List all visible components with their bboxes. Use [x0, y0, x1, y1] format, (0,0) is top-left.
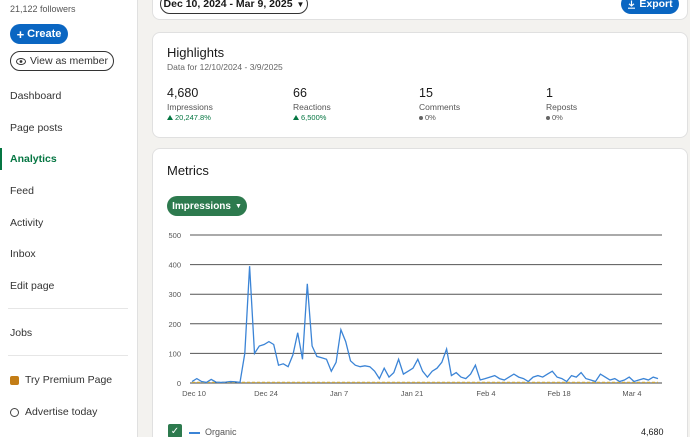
advertise-label: Advertise today	[25, 406, 98, 418]
organic-legend-total: 4,680	[641, 427, 664, 437]
metric-selector-dropdown[interactable]: Impressions ▼	[167, 196, 247, 216]
nav-dashboard[interactable]: Dashboard	[10, 90, 62, 102]
sidebar: 21,122 followers + Create View as member…	[0, 0, 138, 437]
metrics-title: Metrics	[167, 163, 209, 178]
sidebar-divider	[8, 355, 128, 356]
nav-page-posts[interactable]: Page posts	[10, 122, 63, 134]
eye-icon	[15, 57, 26, 65]
metric-selector-label: Impressions	[172, 200, 231, 212]
stat-label: Impressions	[167, 102, 213, 112]
stat-value: 66	[293, 86, 307, 100]
export-button[interactable]: Export	[621, 0, 679, 14]
caret-down-icon: ▼	[234, 202, 242, 210]
view-as-member-label: View as member	[29, 55, 108, 67]
organic-legend-label: Organic	[205, 427, 237, 437]
neutral-dot-icon	[419, 115, 423, 120]
premium-label: Try Premium Page	[25, 374, 113, 386]
stat-change: 0%	[419, 113, 460, 122]
stat-label: Comments	[419, 102, 461, 112]
stat-change: 0%	[546, 113, 577, 122]
stat-change: 20,247.8%	[167, 113, 213, 122]
nav-edit-page[interactable]: Edit page	[10, 280, 55, 292]
metrics-card: Metrics Impressions ▼	[152, 148, 688, 437]
sidebar-divider	[8, 308, 128, 309]
date-range-dropdown[interactable]: Dec 10, 2024 - Mar 9, 2025 ▼	[160, 0, 308, 14]
highlights-title: Highlights	[167, 45, 225, 60]
stat-change: 6,500%	[293, 113, 331, 122]
nav-inbox[interactable]: Inbox	[10, 248, 36, 260]
caret-down-icon: ▼	[296, 0, 305, 9]
stat-reposts: 1 Reposts 0%	[546, 86, 577, 122]
nav-jobs[interactable]: Jobs	[10, 327, 33, 339]
date-range-label: Dec 10, 2024 - Mar 9, 2025	[163, 0, 293, 10]
stat-label: Reposts	[546, 102, 578, 112]
highlights-subtitle: Data for 12/10/2024 - 3/9/2025	[167, 62, 283, 72]
neutral-dot-icon	[546, 115, 550, 120]
create-label: Create	[27, 28, 62, 40]
stat-value: 15	[419, 86, 433, 100]
nav-analytics[interactable]: Analytics	[0, 148, 137, 170]
stat-value: 4,680	[167, 86, 199, 100]
highlights-card: Highlights Data for 12/10/2024 - 3/9/202…	[152, 32, 688, 138]
export-label: Export	[639, 0, 673, 10]
organic-legend-checkbox[interactable]: ✓	[168, 424, 182, 437]
up-arrow-icon	[293, 115, 299, 120]
advertise-link[interactable]: Advertise today	[0, 401, 137, 423]
premium-icon	[10, 375, 19, 385]
stat-reactions: 66 Reactions 6,500%	[293, 86, 331, 122]
stat-impressions: 4,680 Impressions 20,247.8%	[167, 86, 213, 122]
download-icon	[628, 0, 636, 9]
nav-feed[interactable]: Feed	[10, 185, 34, 197]
view-as-member-button[interactable]: View as member	[10, 51, 114, 71]
create-button[interactable]: + Create	[10, 24, 68, 44]
try-premium-link[interactable]: Try Premium Page	[0, 369, 137, 391]
organic-legend-swatch	[189, 432, 200, 434]
stat-label: Reactions	[293, 102, 331, 112]
stat-comments: 15 Comments 0%	[419, 86, 460, 122]
plus-icon: +	[16, 26, 25, 42]
stat-value: 1	[546, 86, 553, 100]
advertise-icon	[10, 407, 19, 417]
up-arrow-icon	[167, 115, 173, 120]
followers-count: 21,122 followers	[10, 4, 76, 14]
nav-activity[interactable]: Activity	[10, 217, 44, 229]
